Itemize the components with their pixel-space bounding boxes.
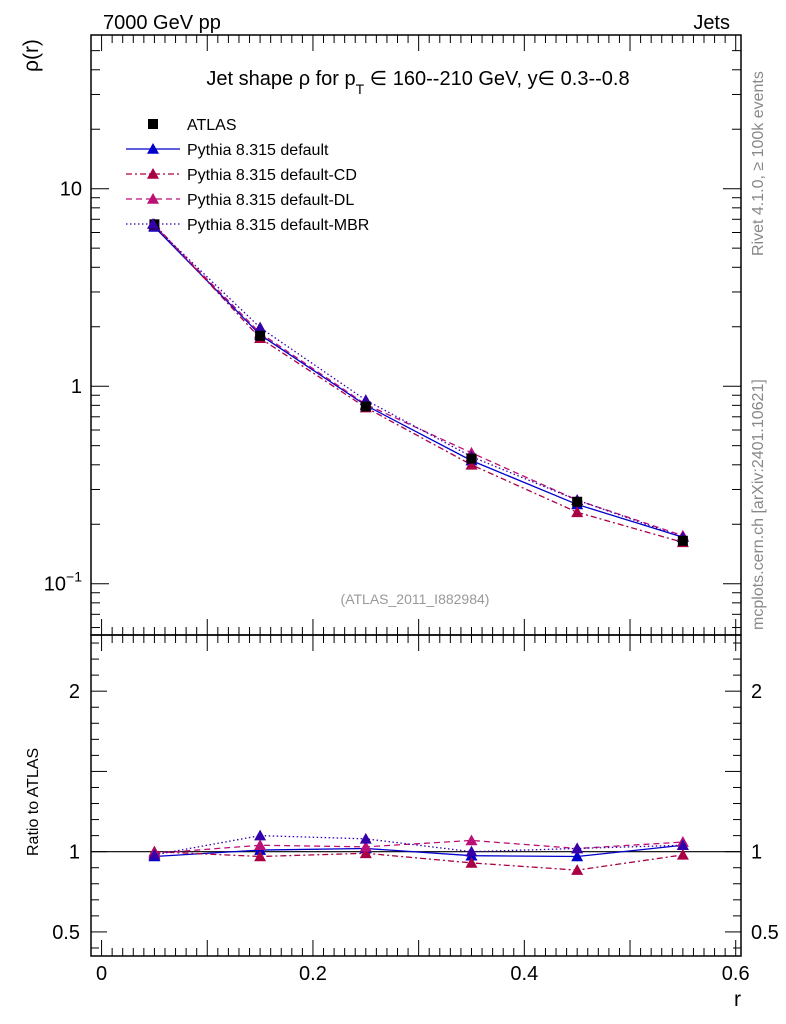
ratio-point-3 bbox=[254, 829, 267, 841]
plot-title: Jet shape ρ for pT ∈ 160--210 GeV, y∈ 0.… bbox=[206, 68, 629, 97]
ratio-point-0 bbox=[571, 850, 584, 862]
ratio-point-1 bbox=[676, 848, 689, 860]
data-point bbox=[677, 535, 688, 546]
y-tick-label: 10−1 bbox=[44, 569, 82, 596]
data-point bbox=[572, 496, 583, 507]
y-tick-label: 10 bbox=[60, 179, 82, 201]
ratio-y-axis-label: Ratio to ATLAS bbox=[25, 748, 42, 856]
x-axis-label: r bbox=[734, 988, 741, 1011]
x-tick-label: 0.4 bbox=[510, 963, 538, 985]
ratio-point-3 bbox=[148, 848, 161, 860]
series-line-0 bbox=[153, 226, 684, 538]
data-point bbox=[255, 330, 266, 341]
series-point-1 bbox=[571, 506, 584, 518]
legend-label-3: Pythia 8.315 default-MBR bbox=[187, 217, 369, 234]
series-curves bbox=[148, 218, 689, 875]
legend-marker-data bbox=[148, 119, 158, 129]
y-tick-label: 1 bbox=[71, 376, 82, 398]
header-right: Jets bbox=[693, 12, 730, 34]
ratio-plot-frame bbox=[90, 634, 742, 957]
atlas-data-points bbox=[149, 219, 688, 546]
ratio-tick-label-right: 2 bbox=[751, 681, 762, 703]
legend-label-1: Pythia 8.315 default-CD bbox=[187, 167, 357, 184]
ratio-tick-label-left: 0.5 bbox=[52, 922, 80, 944]
ratio-point-1 bbox=[465, 856, 478, 868]
axis-ticks: 0 0.2 0.4 0.6 10 1 10−1 0.5 0.5 1 1 2 2 bbox=[44, 34, 779, 985]
ratio-point-3 bbox=[676, 839, 689, 851]
ratio-line-0 bbox=[154, 844, 683, 858]
legend-label-0: Pythia 8.315 default bbox=[187, 142, 329, 159]
rivet-label: Rivet 4.1.0, ≥ 100k events bbox=[750, 71, 767, 256]
ratio-point-1 bbox=[254, 850, 267, 862]
mcplots-label: mcplots.cern.ch [arXiv:2401.10621] bbox=[750, 379, 767, 630]
legend-marker-1 bbox=[147, 168, 159, 179]
series-line-1 bbox=[153, 223, 684, 543]
ratio-point-3 bbox=[359, 832, 372, 844]
legend-marker-2 bbox=[147, 193, 159, 204]
ratio-point-2 bbox=[465, 834, 478, 846]
analysis-label: (ATLAS_2011_I882984) bbox=[341, 591, 490, 607]
legend-marker-3 bbox=[147, 218, 159, 229]
ratio-point-3 bbox=[465, 845, 478, 857]
ratio-point-1 bbox=[571, 864, 584, 875]
data-point bbox=[360, 401, 371, 412]
ratio-tick-label-left: 1 bbox=[69, 842, 80, 864]
ratio-line-2 bbox=[154, 839, 683, 854]
y-axis-label: ρ(r) bbox=[20, 39, 43, 72]
legend-marker-0 bbox=[147, 143, 159, 154]
series-point-3 bbox=[254, 321, 267, 333]
series-point-1 bbox=[465, 458, 478, 470]
header-left: 7000 GeV pp bbox=[103, 12, 221, 34]
ratio-point-3 bbox=[571, 842, 584, 854]
series-line-3 bbox=[153, 225, 684, 538]
legend-label-2: Pythia 8.315 default-DL bbox=[187, 192, 354, 209]
ratio-point-2 bbox=[359, 840, 372, 852]
data-point bbox=[466, 453, 477, 464]
x-tick-label: 0.6 bbox=[722, 963, 750, 985]
legend: ATLAS Pythia 8.315 default Pythia 8.315 de… bbox=[126, 117, 369, 234]
series-line-2 bbox=[153, 225, 684, 537]
ratio-point-2 bbox=[254, 839, 267, 851]
ratio-tick-label-right: 1 bbox=[751, 842, 762, 864]
ratio-tick-label-left: 2 bbox=[69, 681, 80, 703]
ratio-tick-label-right: 0.5 bbox=[751, 922, 779, 944]
ratio-point-1 bbox=[359, 847, 372, 859]
ratio-line-1 bbox=[154, 851, 683, 871]
x-tick-label: 0 bbox=[96, 963, 107, 985]
legend-label-data: ATLAS bbox=[187, 117, 237, 134]
x-tick-label: 0.2 bbox=[299, 963, 327, 985]
